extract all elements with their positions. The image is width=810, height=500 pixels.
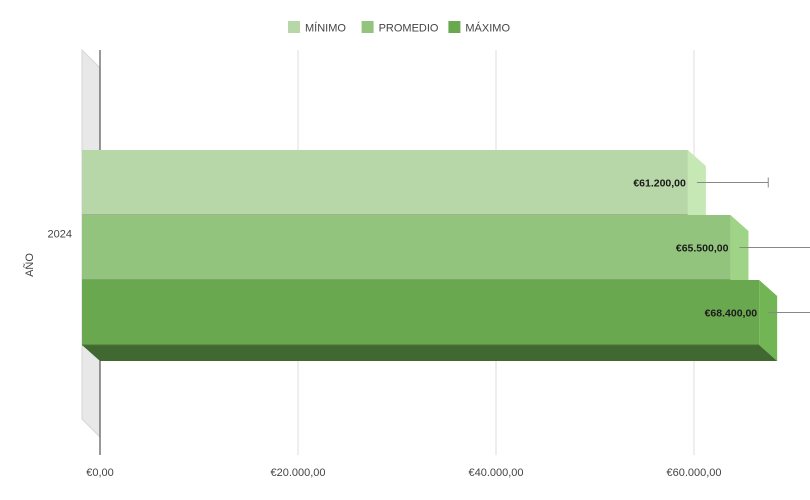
bar-1 xyxy=(82,150,706,231)
category-label: 2024 xyxy=(48,229,72,241)
bar-front-face xyxy=(82,215,731,280)
error-bar-2 xyxy=(739,247,810,248)
legend-item-1: MÍNIMO xyxy=(288,21,346,35)
x-tick-label: €60.000,00 xyxy=(666,467,721,479)
error-bar-3 xyxy=(768,312,810,313)
y-axis-title: AÑO xyxy=(23,253,36,277)
bar-front-face xyxy=(82,280,760,345)
bar-bottom-face xyxy=(82,345,778,361)
x-tick-label: €0,00 xyxy=(86,467,114,479)
bar-side-face xyxy=(759,280,778,361)
value-label-1: €61.200,00 xyxy=(633,178,686,190)
legend-label: MÍNIMO xyxy=(305,22,346,35)
x-tick-label: €40.000,00 xyxy=(468,467,523,479)
error-bar-1 xyxy=(696,177,769,188)
value-label-3: €68.400,00 xyxy=(705,308,758,320)
legend: MÍNIMO PROMEDIO MÁXIMO xyxy=(288,21,510,35)
x-axis-ticks: €0,00 €20.000,00 €40.000,00 €60.000,00 xyxy=(86,467,721,479)
legend-label: PROMEDIO xyxy=(379,23,439,35)
legend-swatch xyxy=(448,21,461,33)
bars: €61.200,00 €65.500,00 €68.400,00 xyxy=(82,150,810,361)
legend-label: MÁXIMO xyxy=(465,22,510,35)
bar-side-face xyxy=(687,150,706,231)
bar-3 xyxy=(82,280,778,361)
y-axis-categories: 2024 xyxy=(48,229,72,241)
bar-2 xyxy=(82,215,749,296)
bar-side-face xyxy=(730,215,749,296)
legend-swatch xyxy=(361,21,374,33)
legend-item-3: MÁXIMO xyxy=(448,21,510,35)
legend-item-2: PROMEDIO xyxy=(361,21,439,35)
value-label-2: €65.500,00 xyxy=(676,243,729,255)
x-tick-label: €20.000,00 xyxy=(270,467,325,479)
legend-swatch xyxy=(288,21,300,33)
bar-front-face xyxy=(82,150,688,215)
